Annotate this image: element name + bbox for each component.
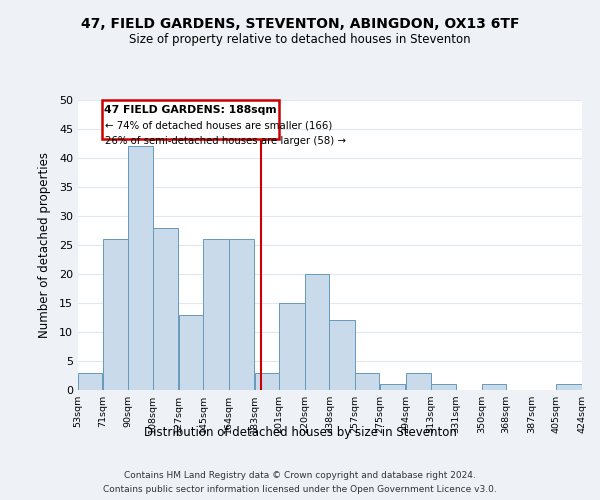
Bar [431,384,455,390]
Text: 47, FIELD GARDENS, STEVENTON, ABINGDON, OX13 6TF: 47, FIELD GARDENS, STEVENTON, ABINGDON, … [81,18,519,32]
Bar [355,372,379,390]
Text: Contains public sector information licensed under the Open Government Licence v3: Contains public sector information licen… [103,484,497,494]
Bar [179,314,203,390]
Bar [128,146,152,390]
Bar [329,320,355,390]
Bar [406,372,431,390]
Bar [153,228,178,390]
Bar [482,384,506,390]
Bar [229,239,254,390]
Text: ← 74% of detached houses are smaller (166): ← 74% of detached houses are smaller (16… [105,120,332,130]
FancyBboxPatch shape [103,100,279,140]
Text: Contains HM Land Registry data © Crown copyright and database right 2024.: Contains HM Land Registry data © Crown c… [124,472,476,480]
Bar [305,274,329,390]
Text: 47 FIELD GARDENS: 188sqm: 47 FIELD GARDENS: 188sqm [104,105,277,115]
Bar [78,372,103,390]
Bar [556,384,582,390]
Bar [203,239,229,390]
Bar [255,372,279,390]
Y-axis label: Number of detached properties: Number of detached properties [38,152,50,338]
Text: Size of property relative to detached houses in Steventon: Size of property relative to detached ho… [129,32,471,46]
Text: Distribution of detached houses by size in Steventon: Distribution of detached houses by size … [143,426,457,439]
Bar [103,239,128,390]
Bar [279,303,305,390]
Bar [380,384,405,390]
Text: 26% of semi-detached houses are larger (58) →: 26% of semi-detached houses are larger (… [105,136,346,146]
